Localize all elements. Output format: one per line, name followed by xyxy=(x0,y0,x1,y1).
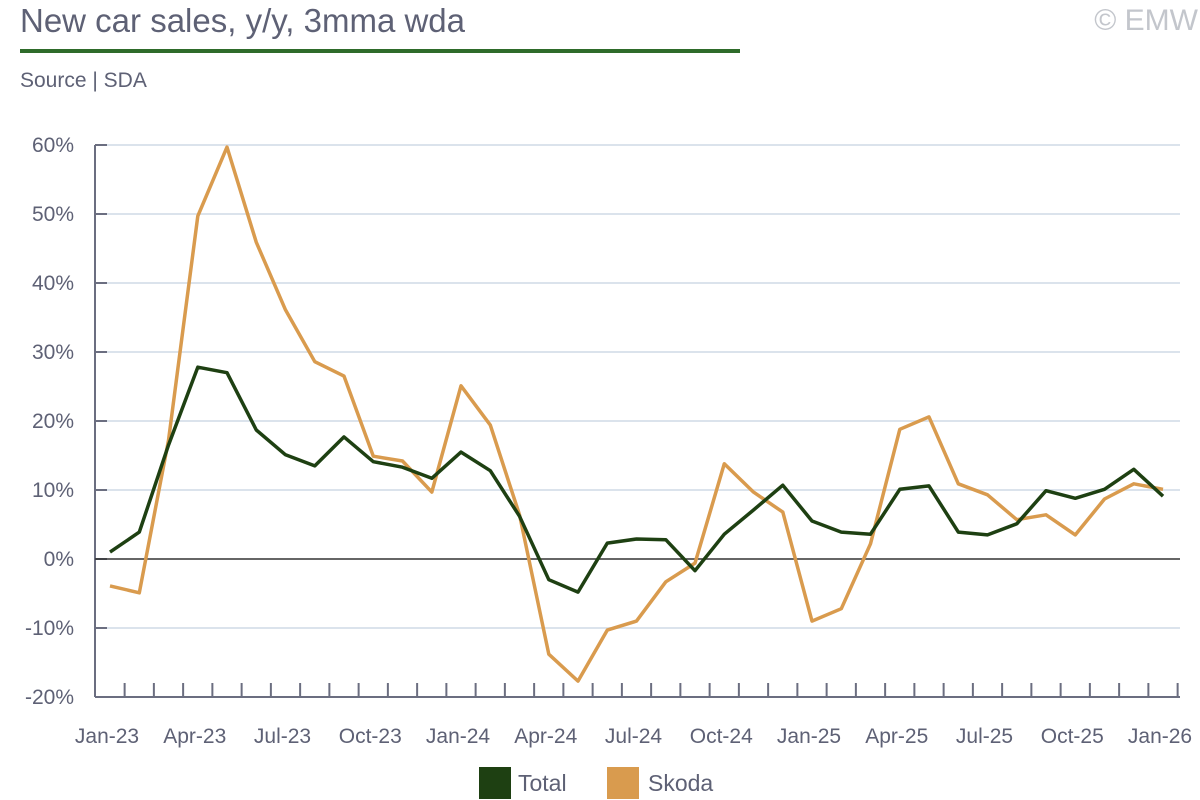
x-axis: Jan-23 Apr-23 Jul-23 Oct-23 Jan-24 Apr-24 Jul-… xyxy=(75,558,1192,748)
title-underline xyxy=(20,49,740,53)
copyright-label: © EMW xyxy=(1094,4,1198,37)
x-tick-label: Jul-25 xyxy=(956,725,1013,748)
gridlines xyxy=(95,144,1180,629)
x-tick-label: Oct-24 xyxy=(690,725,753,748)
x-tick-label: Apr-23 xyxy=(163,725,226,748)
chart-title: New car sales, y/y, 3mma wda xyxy=(20,2,466,39)
x-tick-label: Oct-23 xyxy=(339,725,402,748)
legend-label-total: Total xyxy=(518,770,567,796)
y-tick-label: 40% xyxy=(32,272,74,295)
series-line-skoda xyxy=(109,145,1164,683)
y-axis: -20% -10% 0% 10% 20% 30% 40% 50% 60% xyxy=(25,134,107,709)
legend-swatch-total xyxy=(479,767,511,799)
legend-swatch-skoda xyxy=(607,767,639,799)
y-tick-label: 0% xyxy=(44,548,74,571)
x-tick-label: Jan-24 xyxy=(426,725,491,748)
source-label: Source | SDA xyxy=(20,69,147,92)
x-tick-label: Oct-25 xyxy=(1041,725,1104,748)
y-tick-label: 60% xyxy=(32,134,74,157)
legend-label-skoda: Skoda xyxy=(648,770,713,796)
y-tick-label: 10% xyxy=(32,479,74,502)
x-tick-label: Jan-23 xyxy=(75,725,139,748)
x-tick-label: Jul-24 xyxy=(605,725,663,748)
series-lines xyxy=(109,145,1165,683)
y-tick-label: 20% xyxy=(32,410,74,433)
x-tick-label: Apr-25 xyxy=(865,725,928,748)
x-tick-label: Apr-24 xyxy=(514,725,577,748)
y-tick-label: -20% xyxy=(25,686,74,709)
y-tick-label: 50% xyxy=(32,203,74,226)
legend: Total Skoda xyxy=(479,767,713,799)
y-tick-label: 30% xyxy=(32,341,74,364)
x-tick-label: Jan-25 xyxy=(777,725,841,748)
y-tick-label: -10% xyxy=(25,617,74,640)
x-tick-label: Jan-26 xyxy=(1128,725,1192,748)
x-tick-label: Jul-23 xyxy=(254,725,311,748)
